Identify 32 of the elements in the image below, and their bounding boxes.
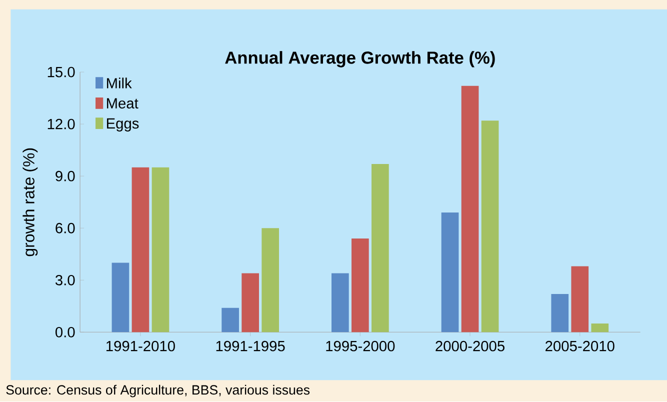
bar [551, 294, 569, 332]
y-tick-label: 6.0 [56, 223, 75, 234]
x-tick-label: 1995-2000 [326, 341, 395, 352]
bar [132, 168, 150, 332]
bar [242, 273, 259, 332]
bar [481, 120, 499, 332]
y-tick-label: 3.0 [56, 275, 75, 286]
bar [571, 266, 589, 332]
bar [352, 238, 369, 332]
x-tick-label: 2000-2005 [436, 341, 504, 352]
legend-label: Eggs [106, 118, 139, 132]
chart-title: Annual Average Growth Rate (%) [225, 51, 495, 68]
x-tick-label: 1991-1995 [216, 341, 285, 352]
y-tick-label: 15.0 [48, 67, 75, 78]
y-axis-title: growth rate (%) [22, 148, 38, 256]
bar [112, 263, 130, 332]
legend-label: Meat [106, 98, 138, 109]
source-note: Source: Census of Agriculture, BBS, various issues [6, 385, 310, 398]
bar [152, 168, 170, 332]
bar [461, 86, 479, 332]
bar [591, 324, 609, 332]
y-tick-label: 12.0 [48, 119, 75, 130]
y-tick-label: 9.0 [56, 171, 75, 182]
legend-label: Milk [106, 78, 132, 89]
y-tick-label: 0.0 [56, 327, 75, 338]
bar [372, 164, 389, 332]
bar [262, 228, 279, 332]
bar [441, 212, 459, 332]
bar [222, 308, 239, 332]
x-tick-label: 1991-2010 [106, 341, 175, 352]
x-tick-label: 2005-2010 [546, 341, 614, 352]
bar [332, 273, 349, 332]
